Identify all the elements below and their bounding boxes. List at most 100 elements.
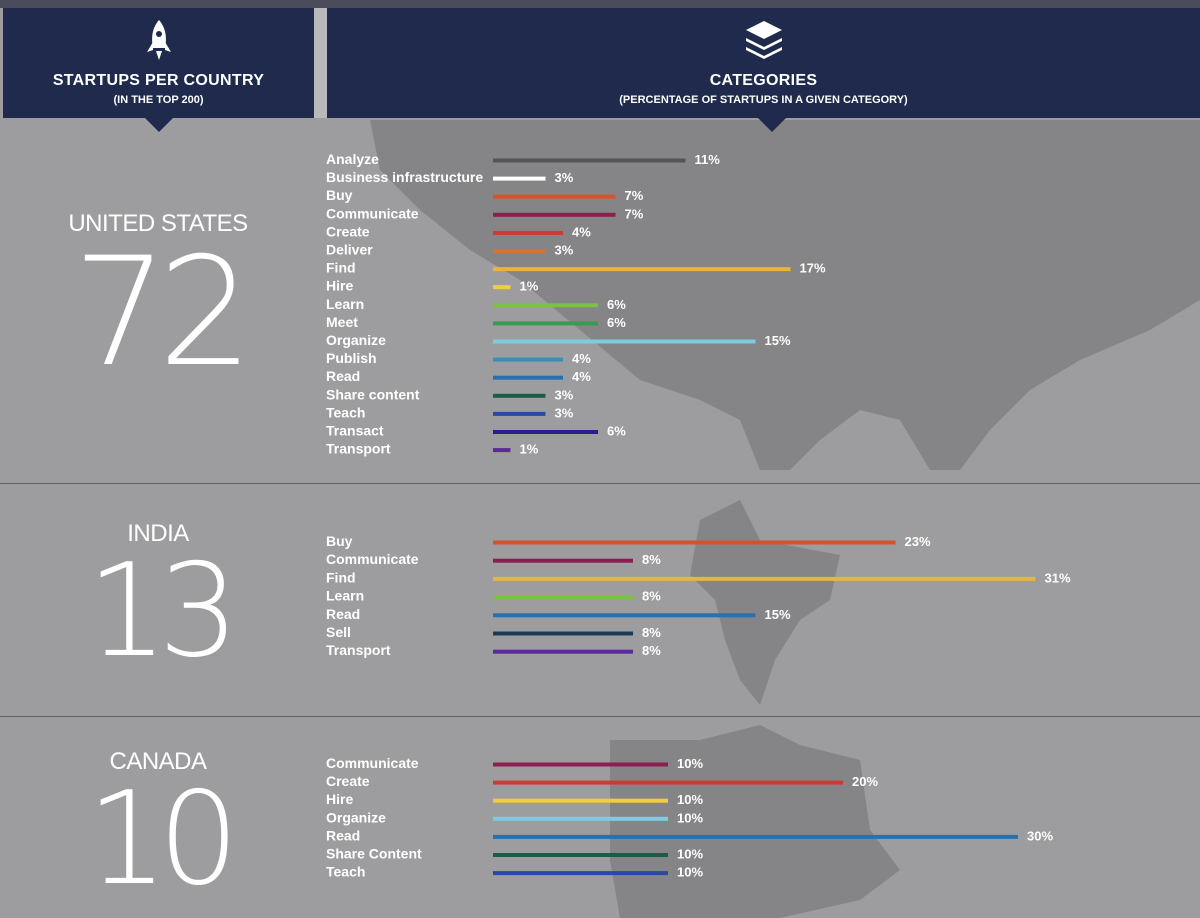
country-block-us: UNITED STATES 72 — [0, 210, 316, 388]
header-left-subtitle: (IN THE TOP 200) — [113, 94, 204, 106]
bar-india-read — [493, 613, 756, 618]
startup-count: 10 — [86, 765, 240, 914]
value-label-us-transport: 1% — [520, 442, 539, 457]
value-label-us-organize: 15% — [765, 333, 791, 348]
value-label-canada-organize: 10% — [677, 810, 703, 825]
top-strip — [0, 0, 1200, 8]
category-label-canada-create: Create — [326, 773, 370, 789]
value-label-us-business-infrastructure: 3% — [555, 170, 574, 185]
value-label-india-find: 31% — [1045, 570, 1071, 585]
bar-us-find — [493, 267, 791, 272]
category-label-us-analyze: Analyze — [326, 151, 379, 167]
category-label-india-communicate: Communicate — [326, 551, 419, 567]
value-label-us-publish: 4% — [572, 351, 591, 366]
value-label-india-communicate: 8% — [642, 552, 661, 567]
value-label-us-share-content: 3% — [555, 387, 574, 402]
rocket-icon — [146, 20, 171, 60]
category-label-us-business-infrastructure: Business infrastructure — [326, 169, 483, 185]
bar-us-publish — [493, 357, 563, 362]
category-label-india-sell: Sell — [326, 624, 351, 640]
country-name: UNITED STATES — [68, 210, 248, 237]
category-label-us-transact: Transact — [326, 423, 384, 439]
category-label-india-read: Read — [326, 606, 360, 622]
category-label-canada-read: Read — [326, 827, 360, 843]
bar-us-create — [493, 230, 563, 235]
header-divider — [314, 8, 327, 118]
category-label-india-buy: Buy — [326, 533, 353, 549]
value-label-canada-communicate: 10% — [677, 756, 703, 771]
category-label-us-teach: Teach — [326, 404, 365, 420]
value-label-us-create: 4% — [572, 224, 591, 239]
category-label-us-transport: Transport — [326, 441, 391, 457]
category-label-india-transport: Transport — [326, 642, 391, 658]
bar-canada-communicate — [493, 762, 668, 767]
bar-india-learn — [493, 595, 633, 600]
bar-us-share-content — [493, 393, 546, 398]
value-label-us-communicate: 7% — [625, 206, 644, 221]
bar-us-teach — [493, 411, 546, 416]
value-label-us-deliver: 3% — [555, 243, 574, 258]
bar-us-transport — [493, 448, 511, 453]
category-label-us-create: Create — [326, 223, 370, 239]
category-label-canada-communicate: Communicate — [326, 755, 419, 771]
value-label-us-read: 4% — [572, 369, 591, 384]
header-right-subtitle: (PERCENTAGE OF STARTUPS IN A GIVEN CATEG… — [619, 94, 908, 106]
country-block-india: INDIA 13 — [0, 520, 316, 676]
bar-canada-teach — [493, 871, 668, 876]
category-label-us-communicate: Communicate — [326, 205, 419, 221]
bar-india-buy — [493, 540, 896, 545]
value-label-india-sell: 8% — [642, 625, 661, 640]
country-name: INDIA — [127, 520, 189, 547]
value-label-india-transport: 8% — [642, 643, 661, 658]
bar-us-analyze — [493, 158, 686, 163]
category-label-canada-share-content: Share Content — [326, 846, 422, 862]
bar-india-communicate — [493, 558, 633, 563]
layers-icon — [745, 21, 782, 59]
category-label-us-read: Read — [326, 368, 360, 384]
header-right-notch — [758, 118, 786, 132]
value-label-canada-hire: 10% — [677, 792, 703, 807]
bar-india-sell — [493, 631, 633, 636]
value-label-us-buy: 7% — [625, 188, 644, 203]
country-block-canada: CANADA 10 — [0, 748, 316, 904]
value-label-us-teach: 3% — [555, 405, 574, 420]
bar-canada-create — [493, 780, 843, 785]
header-startups-per-country: STARTUPS PER COUNTRY (IN THE TOP 200) — [3, 8, 314, 118]
section-divider-1 — [0, 483, 1200, 484]
category-label-canada-teach: Teach — [326, 864, 365, 880]
category-label-canada-organize: Organize — [326, 809, 386, 825]
value-label-us-transact: 6% — [607, 424, 626, 439]
startup-count: 72 — [72, 226, 254, 400]
category-label-us-meet: Meet — [326, 314, 358, 330]
value-label-us-find: 17% — [800, 261, 826, 276]
bar-canada-organize — [493, 816, 668, 821]
value-label-canada-teach: 10% — [677, 865, 703, 880]
bar-canada-read — [493, 834, 1018, 839]
bar-us-organize — [493, 339, 756, 344]
category-label-us-share-content: Share content — [326, 386, 420, 402]
bar-canada-hire — [493, 798, 668, 803]
category-label-us-learn: Learn — [326, 296, 364, 312]
bar-us-read — [493, 375, 563, 380]
startup-count: 13 — [86, 537, 240, 686]
category-label-india-find: Find — [326, 569, 356, 585]
category-label-us-hire: Hire — [326, 278, 353, 294]
value-label-us-meet: 6% — [607, 315, 626, 330]
category-label-us-buy: Buy — [326, 187, 353, 203]
bar-us-deliver — [493, 249, 546, 253]
category-label-canada-hire: Hire — [326, 791, 353, 807]
header-left-title: STARTUPS PER COUNTRY — [52, 72, 265, 89]
value-label-india-learn: 8% — [642, 589, 661, 604]
bar-india-find — [493, 576, 1036, 581]
bar-canada-share-content — [493, 853, 668, 857]
value-label-us-hire: 1% — [520, 279, 539, 294]
bar-us-communicate — [493, 212, 616, 217]
value-label-canada-read: 30% — [1027, 828, 1053, 843]
bar-us-transact — [493, 430, 598, 434]
category-label-us-find: Find — [326, 260, 356, 276]
header-right-title: CATEGORIES — [709, 72, 818, 89]
bar-us-learn — [493, 303, 598, 308]
category-label-us-publish: Publish — [326, 350, 377, 366]
